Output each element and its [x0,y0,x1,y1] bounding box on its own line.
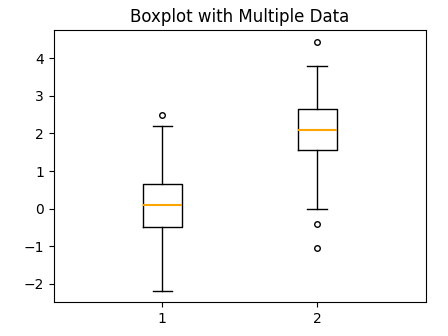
Title: Boxplot with Multiple Data: Boxplot with Multiple Data [130,8,349,26]
